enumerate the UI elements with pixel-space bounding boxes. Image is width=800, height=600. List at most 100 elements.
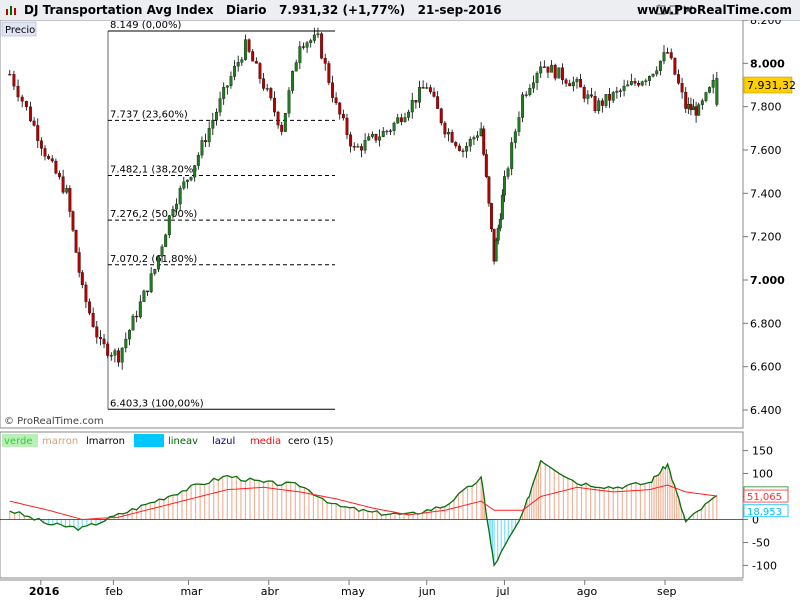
candle-body [510,142,514,169]
maximize-icon[interactable] [669,5,679,15]
candle-body [662,52,666,62]
candle-body [680,83,684,93]
legend-box [134,434,164,447]
price-tick-label: 6.400 [750,404,782,417]
candle-body [557,67,561,79]
x-tick-label: mar [180,585,202,598]
candle-body [39,140,43,149]
candle-body [582,87,586,99]
candle-body [149,273,153,293]
candle-body [697,104,701,116]
restore-icon[interactable] [656,4,666,15]
candlestick-series [8,27,719,370]
candle-body [700,100,704,105]
interval-label: Diario [226,3,267,17]
indicator-tick-label: 150 [752,445,773,458]
close-icon[interactable] [683,5,693,15]
x-tick-label: ago [577,585,598,598]
candle-body [666,52,670,54]
candle-body [309,40,313,43]
legend-box [40,434,82,447]
candle-body [633,81,637,84]
candle-body [218,98,222,113]
candle-body [258,63,262,79]
candle-body [436,96,440,109]
candle-body [692,106,695,110]
candle-body [120,347,124,363]
candle-body [392,122,396,131]
candle-body [291,70,295,91]
value-tag-box [743,489,789,503]
candle-body [432,91,436,97]
price-tick-label: 7.600 [750,144,782,157]
window-controls[interactable] [656,4,694,16]
candle-body [611,92,615,101]
candle-body [305,42,309,48]
candle-body [225,85,229,88]
candle-body [280,124,284,132]
candle-body [619,90,622,92]
legend-box [84,434,132,447]
candle-body [88,301,91,314]
candle-body [233,65,237,77]
candle-body [472,137,476,140]
candle-body [167,215,171,236]
candle-body [247,39,251,52]
precio-label: Precio [5,25,35,36]
candle-body [74,230,78,253]
value-tag: 51,065 [747,492,782,503]
candle-body [575,79,579,83]
indicator-tick-label: 0 [752,513,759,526]
candle-body [117,350,120,363]
candle-body [109,355,113,357]
candle-body [276,111,280,126]
indicator-legend: verde marron lmarron azul lineav lazul media ce… [2,434,346,447]
candle-body [443,122,447,135]
x-tick-label: jun [418,585,436,598]
candle-body [160,246,164,257]
candle-body [590,94,593,97]
candle-body [153,269,157,274]
candle-body [708,87,712,93]
candle-body [367,136,371,141]
candle-body [532,82,535,89]
candle-body [658,60,662,71]
candle-body [341,114,345,119]
candle-body [421,87,425,89]
candle-body [47,156,51,159]
candle-body [494,240,498,262]
candle-body [138,301,142,318]
candle-body [298,46,302,63]
candle-body [502,176,506,196]
candle-body [568,83,572,87]
precio-label-box [1,21,37,37]
candle-body [236,62,240,67]
candle-body [196,154,200,166]
candle-body [546,66,550,73]
candle-body [550,64,554,73]
candle-body [428,87,432,93]
candle-body [262,78,266,89]
site-url[interactable]: www.ProRealTime.com [637,3,792,17]
candle-body [68,188,72,212]
candle-body [287,90,291,114]
legend-box [248,434,284,447]
candle-body [629,81,633,85]
candle-body [244,39,247,60]
candle-body [58,173,61,177]
candle-body [561,67,564,81]
candle-body [500,194,504,220]
candle-body [334,97,338,104]
chart-area[interactable]: Precio © ProRealTime.com 8.200 8.000 7.800… [0,20,800,600]
candle-body [43,148,47,157]
value-tag: 18,953 [747,507,782,518]
candle-body [182,181,186,189]
fib-label: 8.149 (0,00%) [110,20,181,31]
candle-body [102,338,106,345]
candle-body [389,130,392,132]
candle-body [29,106,32,122]
candle-body [684,91,688,109]
verde-line [9,459,718,568]
candle-body [711,80,715,88]
candle-body [439,108,443,124]
